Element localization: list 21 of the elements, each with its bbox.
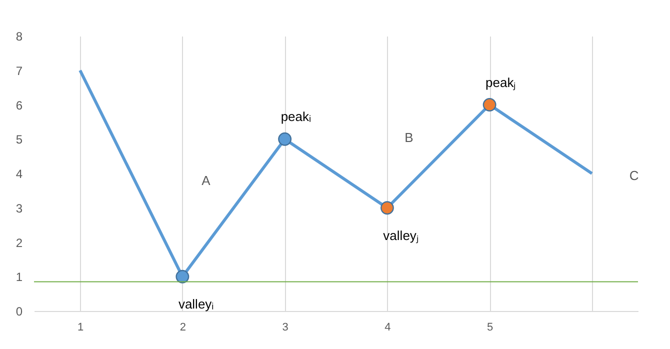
annotation: peakᵢ (280, 109, 312, 124)
y-tick-label: 8 (16, 30, 23, 44)
annotation: valleyᵢ (178, 296, 214, 312)
annotation: A (202, 173, 211, 188)
x-tick-label: 1 (78, 322, 84, 334)
annotation: C (629, 168, 639, 183)
annotation: valleyⱼ (383, 228, 418, 244)
y-tick-label: 5 (16, 132, 23, 147)
x-tick-label: 5 (486, 322, 494, 334)
y-tick-label: 6 (16, 98, 23, 112)
annotation: B (404, 130, 414, 145)
x-tick-label: 2 (180, 322, 186, 334)
y-tick-label: 4 (16, 167, 23, 181)
x-tick-label: 3 (282, 322, 288, 334)
annotation: peakⱼ (486, 74, 516, 91)
y-tick-label: 2 (16, 236, 23, 250)
y-tick-label: 7 (16, 64, 23, 78)
y-tick-label: 1 (16, 270, 23, 284)
x-tick-label: 4 (384, 322, 391, 334)
y-tick-label: 0 (16, 304, 23, 318)
y-tick-label: 3 (16, 201, 23, 216)
